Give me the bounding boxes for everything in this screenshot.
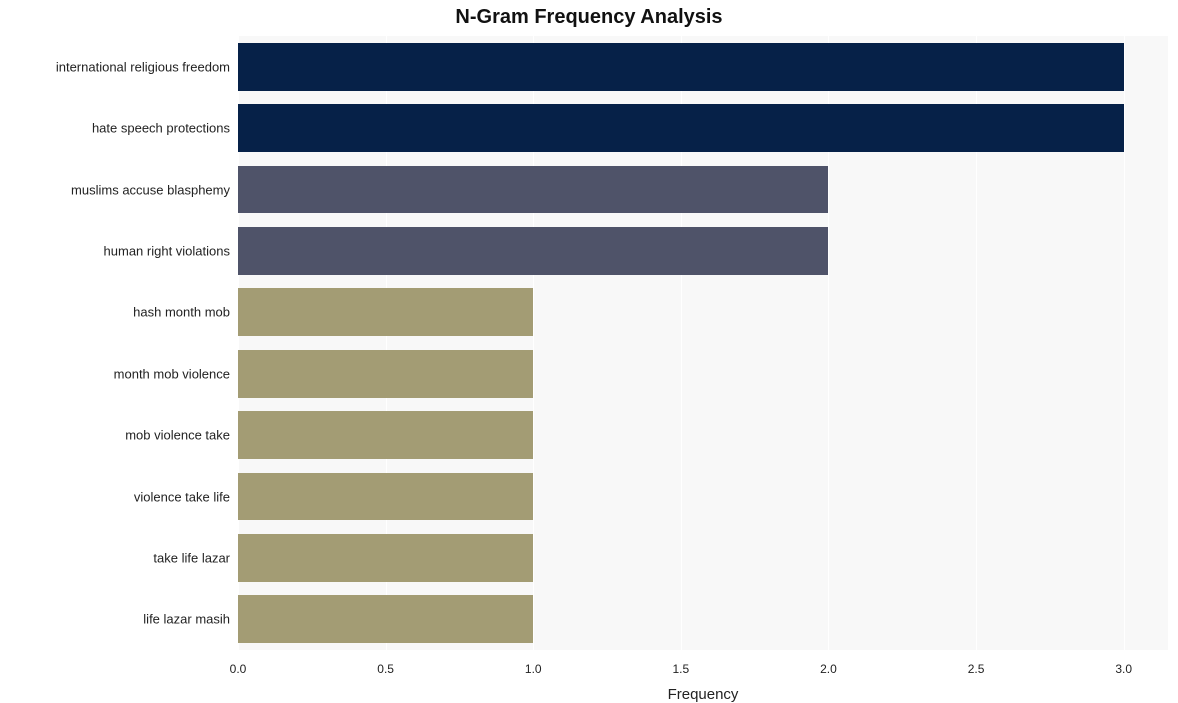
x-tick-label: 0.5 (377, 662, 394, 676)
bar (238, 595, 533, 643)
bar (238, 227, 828, 275)
bar-row (238, 104, 1168, 152)
x-tick-label: 3.0 (1115, 662, 1132, 676)
bar (238, 288, 533, 336)
bar (238, 411, 533, 459)
bar (238, 43, 1124, 91)
bar (238, 104, 1124, 152)
y-tick-label: month mob violence (114, 366, 238, 381)
x-tick-label: 1.5 (673, 662, 690, 676)
x-tick-label: 1.0 (525, 662, 542, 676)
bar-row (238, 411, 1168, 459)
bar-row (238, 227, 1168, 275)
bar-row (238, 288, 1168, 336)
y-tick-label: international religious freedom (56, 59, 238, 74)
plot-area: 0.00.51.01.52.02.53.0Frequencyinternatio… (238, 36, 1168, 650)
y-tick-label: hash month mob (133, 305, 238, 320)
y-tick-label: life lazar masih (143, 612, 238, 627)
y-tick-label: violence take life (134, 489, 238, 504)
bar (238, 350, 533, 398)
bar-row (238, 166, 1168, 214)
y-tick-label: hate speech protections (92, 121, 238, 136)
y-tick-label: take life lazar (153, 550, 238, 565)
x-tick-label: 2.5 (968, 662, 985, 676)
bar (238, 166, 828, 214)
x-tick-label: 0.0 (230, 662, 247, 676)
bar-row (238, 350, 1168, 398)
bar-row (238, 473, 1168, 521)
bar (238, 534, 533, 582)
bar (238, 473, 533, 521)
y-tick-label: human right violations (104, 243, 238, 258)
y-tick-label: mob violence take (125, 428, 238, 443)
ngram-frequency-chart: N-Gram Frequency Analysis 0.00.51.01.52.… (0, 0, 1178, 701)
x-tick-label: 2.0 (820, 662, 837, 676)
bar-row (238, 43, 1168, 91)
y-tick-label: muslims accuse blasphemy (71, 182, 238, 197)
bar-row (238, 595, 1168, 643)
chart-title: N-Gram Frequency Analysis (0, 6, 1178, 29)
bar-row (238, 534, 1168, 582)
x-axis-label: Frequency (668, 686, 739, 703)
